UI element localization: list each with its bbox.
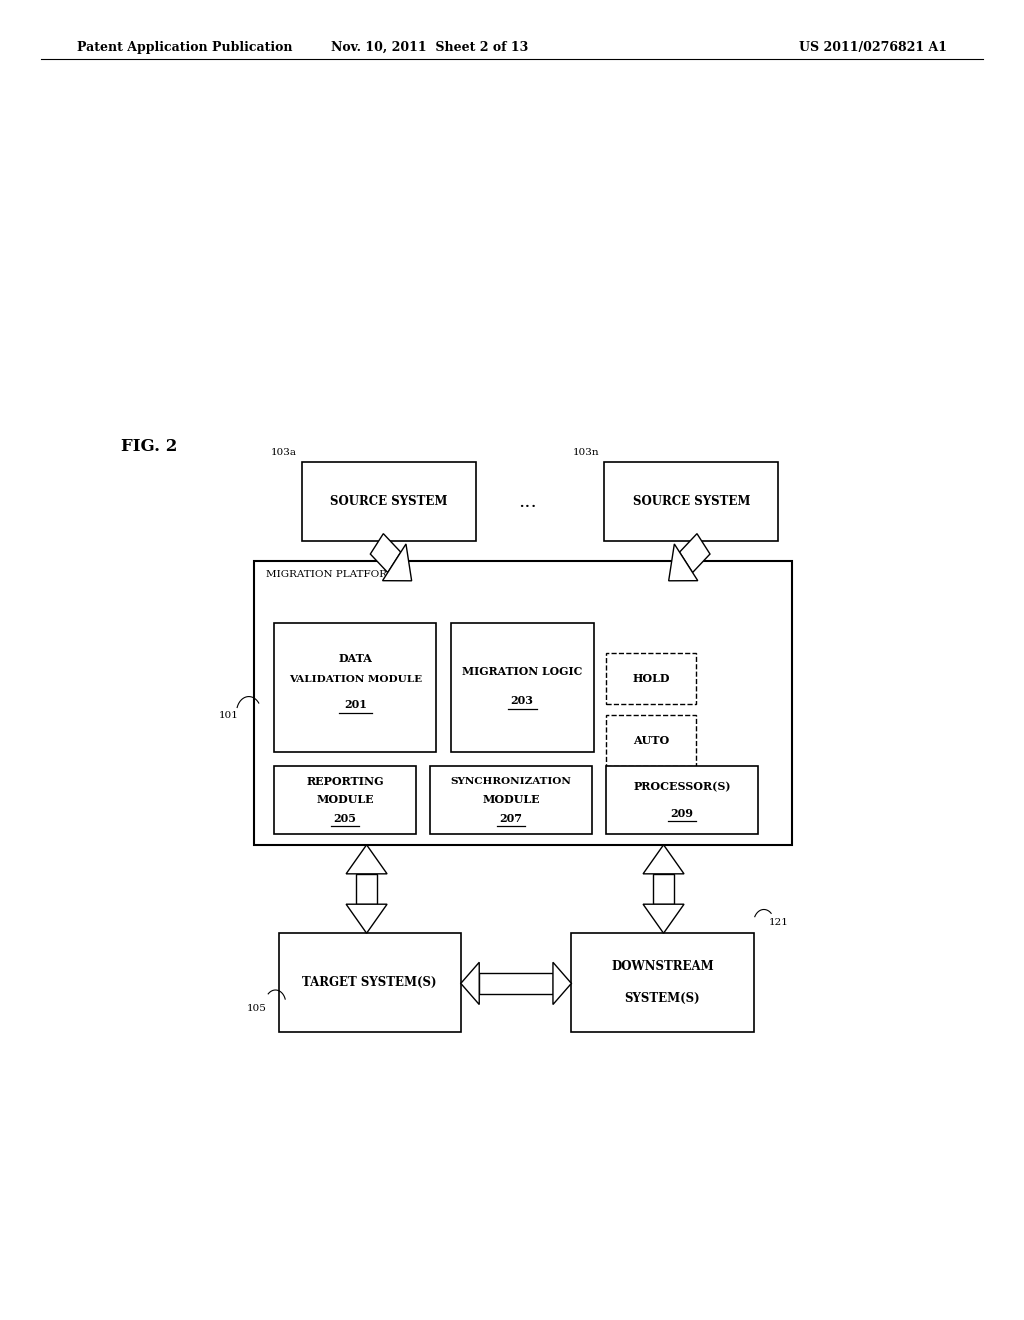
- FancyBboxPatch shape: [606, 715, 696, 766]
- Text: MIGRATION PLATFORM: MIGRATION PLATFORM: [266, 570, 398, 579]
- Text: REPORTING: REPORTING: [306, 776, 384, 787]
- Text: DOWNSTREAM: DOWNSTREAM: [611, 961, 714, 973]
- Text: SOURCE SYSTEM: SOURCE SYSTEM: [633, 495, 750, 508]
- FancyBboxPatch shape: [254, 561, 792, 845]
- Text: MIGRATION LOGIC: MIGRATION LOGIC: [462, 667, 583, 677]
- Text: VALIDATION MODULE: VALIDATION MODULE: [289, 676, 422, 684]
- Text: AUTO: AUTO: [633, 735, 670, 746]
- Polygon shape: [643, 904, 684, 933]
- Text: 203: 203: [511, 696, 534, 706]
- FancyBboxPatch shape: [606, 766, 758, 834]
- FancyBboxPatch shape: [571, 933, 754, 1032]
- Text: 101: 101: [219, 710, 239, 719]
- Text: Patent Application Publication: Patent Application Publication: [77, 41, 292, 54]
- Text: 209: 209: [671, 808, 693, 818]
- Text: SYNCHRONIZATION: SYNCHRONIZATION: [451, 777, 571, 785]
- Text: 103a: 103a: [271, 447, 297, 457]
- FancyBboxPatch shape: [430, 766, 592, 834]
- FancyBboxPatch shape: [302, 462, 476, 541]
- Polygon shape: [383, 544, 412, 581]
- Polygon shape: [371, 533, 400, 573]
- FancyBboxPatch shape: [274, 623, 436, 752]
- Polygon shape: [479, 973, 553, 994]
- Text: ...: ...: [518, 492, 537, 511]
- Text: 103n: 103n: [572, 447, 599, 457]
- FancyBboxPatch shape: [604, 462, 778, 541]
- Polygon shape: [680, 533, 710, 573]
- Polygon shape: [346, 845, 387, 874]
- Text: HOLD: HOLD: [633, 673, 670, 684]
- Polygon shape: [553, 962, 571, 1005]
- FancyBboxPatch shape: [279, 933, 461, 1032]
- Text: PROCESSOR(S): PROCESSOR(S): [633, 781, 731, 792]
- Text: 205: 205: [334, 813, 356, 824]
- Polygon shape: [461, 962, 479, 1005]
- Polygon shape: [669, 544, 697, 581]
- Text: MODULE: MODULE: [316, 795, 374, 805]
- Text: 121: 121: [769, 917, 788, 927]
- FancyBboxPatch shape: [274, 766, 416, 834]
- Text: TARGET SYSTEM(S): TARGET SYSTEM(S): [302, 977, 437, 989]
- FancyBboxPatch shape: [606, 653, 696, 704]
- Polygon shape: [346, 904, 387, 933]
- Polygon shape: [643, 845, 684, 874]
- Text: Nov. 10, 2011  Sheet 2 of 13: Nov. 10, 2011 Sheet 2 of 13: [332, 41, 528, 54]
- Polygon shape: [653, 874, 674, 904]
- Text: SYSTEM(S): SYSTEM(S): [625, 993, 700, 1005]
- Polygon shape: [356, 874, 377, 904]
- Text: DATA: DATA: [338, 653, 373, 664]
- Text: 201: 201: [344, 700, 367, 710]
- Text: 105: 105: [247, 1005, 266, 1012]
- Text: 207: 207: [500, 813, 522, 824]
- FancyBboxPatch shape: [451, 623, 594, 752]
- Text: MODULE: MODULE: [482, 795, 540, 805]
- Text: US 2011/0276821 A1: US 2011/0276821 A1: [799, 41, 947, 54]
- Text: SOURCE SYSTEM: SOURCE SYSTEM: [331, 495, 447, 508]
- Text: FIG. 2: FIG. 2: [121, 438, 177, 454]
